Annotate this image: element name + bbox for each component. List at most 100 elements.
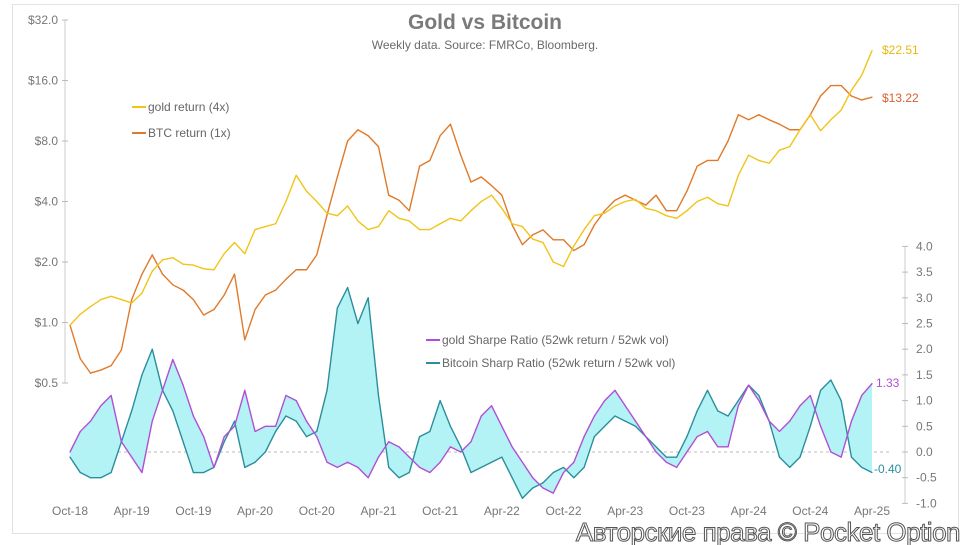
btc-sharpe-point [583,466,585,469]
gold-sharpe-point [748,384,750,386]
left-axis-tick-label: $2.0 [35,255,59,269]
btc-return-point [562,239,565,241]
right-axis-tick-label: 1.0 [916,394,933,408]
gold-sharpe-point [254,430,256,433]
gold-return-point [182,263,184,265]
gold-sharpe-point [840,456,842,458]
btc-sharpe-point [89,477,92,479]
btc-return-point [275,289,277,291]
gold-sharpe-point [151,420,153,422]
btc-return-point [285,278,287,280]
btc-sharpe-point [490,461,493,463]
right-axis-tick-label: -0.5 [916,471,937,485]
btc-sharpe-point [69,456,71,458]
btc-return-point [573,249,575,252]
gold-sharpe-point [480,415,482,417]
btc-sharpe-point [79,471,81,474]
btc-return-point [727,140,729,142]
btc-return-point [141,273,143,275]
gold-sharpe-point [172,358,174,361]
gold-sharpe-point [645,435,647,438]
btc-sharpe-point [233,420,236,422]
btc-return-point [213,308,215,311]
btc-return-point [347,140,349,142]
btc-return-point [624,194,626,196]
btc-sharpe-point [624,420,626,422]
btc-return-point [460,154,462,156]
gold-return-point [655,210,657,212]
gold-sharpe-point [79,430,81,433]
gold-sharpe-point [655,451,657,453]
btc-return-point [532,234,534,236]
gold-sharpe-point [778,430,781,433]
btc-sharpe-point [408,471,410,474]
btc-sharpe-point [418,435,421,438]
gold-return-point [501,207,503,209]
btc-sharpe-point [676,456,678,458]
gold-sharpe-point [439,461,441,463]
btc-sharpe-point [285,415,287,417]
btc-sharpe-point [223,441,225,443]
gold-sharpe-point [676,466,678,469]
gold-return-point [79,313,81,315]
gold-return-point [408,220,410,222]
btc-return-point [470,181,472,183]
btc-return-point [377,146,380,148]
btc-return-point [511,224,513,226]
legend-swatch [426,362,440,364]
gold-return-point [676,217,678,219]
gold-sharpe-point [665,461,667,463]
x-axis-tick-label: Apr-22 [484,504,520,518]
sharpe-fill-area [70,287,872,499]
gold-return-point [69,324,71,326]
btc-return-point [223,294,225,296]
gold-sharpe-point [408,456,410,458]
btc-sharpe-point [398,477,400,479]
left-axis-tick-label: $1.0 [35,316,59,330]
btc-sharpe-point [254,461,256,463]
gold-return-point [429,228,431,231]
gold-sharpe-point [861,394,863,397]
btc-return-point [645,204,647,206]
btc-return-point [665,210,667,212]
end-label-btc: $13.22 [882,91,919,105]
btc-return-point [316,254,318,256]
x-axis-tick-label: Oct-24 [792,504,828,518]
btc-sharpe-point [295,420,297,422]
btc-sharpe-point [182,441,184,443]
left-axis-tick-label: $8.0 [35,134,59,148]
btc-return-point [151,254,153,256]
gold-sharpe-point [758,400,760,402]
gold-return-point [758,159,760,162]
btc-sharpe-point [141,374,143,376]
gold-sharpe-point [275,425,277,427]
gold-sharpe-point [706,430,709,433]
gold-sharpe-point [285,394,287,397]
btc-sharpe-point [542,482,544,484]
btc-return-point [717,159,719,162]
gold-sharpe-point [388,441,390,443]
gold-return-point [388,210,390,212]
gold-return-point [120,299,123,301]
legend-gold-sharpe: gold Sharpe Ratio (52wk return / 52wk vo… [426,333,669,347]
btc-sharpe-point [552,471,554,474]
gold-return-point [377,226,380,228]
btc-sharpe-point [480,466,482,469]
gold-return-point [336,215,338,217]
gold-return-point [264,226,266,228]
gold-return-point [131,302,133,304]
gold-sharpe-point [305,420,308,422]
btc-return-point [336,176,338,178]
btc-return-point [388,194,390,196]
gold-sharpe-point [264,425,266,427]
btc-sharpe-point [819,389,822,391]
x-axis-tick-label: Oct-23 [669,504,705,518]
btc-sharpe-point [131,410,133,412]
gold-return-point [316,200,318,203]
gold-return-point [593,215,595,217]
btc-return-point [480,176,482,178]
gold-sharpe-point [717,446,719,448]
btc-return-point [305,269,308,271]
btc-return-point [418,165,421,167]
